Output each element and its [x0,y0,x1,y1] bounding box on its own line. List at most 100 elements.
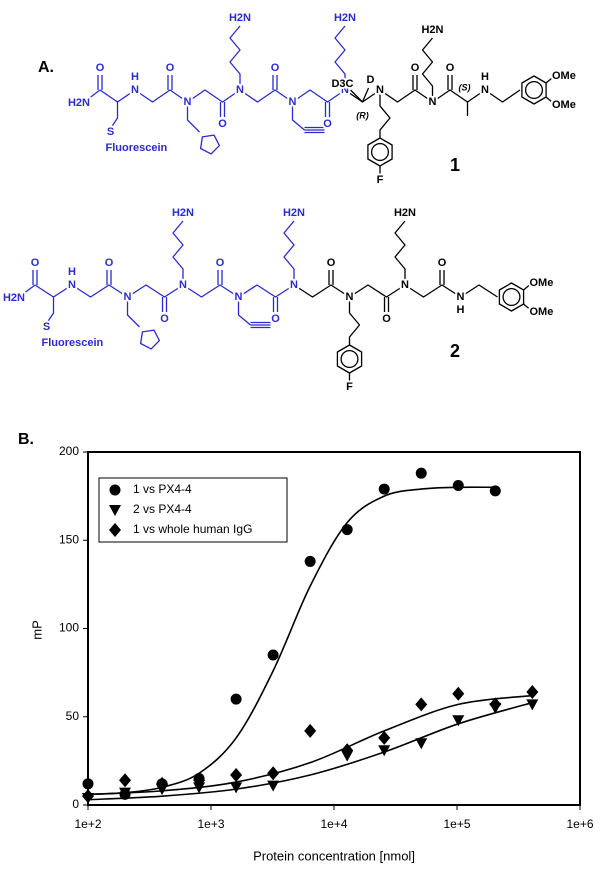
data-point [304,723,317,738]
bond [348,297,361,345]
atom-label: H2N [68,97,90,109]
atom-label: O [31,257,40,269]
x-tick-label: 1e+2 [74,817,101,831]
x-tick-label: 1e+6 [566,817,593,831]
bond [291,102,305,131]
legend-label: 1 vs PX4-4 [133,482,192,496]
ring [502,287,521,307]
atom-label: H [131,71,139,83]
bond [293,284,498,298]
bond [34,284,295,298]
ring [199,134,221,155]
x-axis-label: Protein concentration [nmol] [253,848,415,863]
atom-label: N [236,84,244,96]
data-point [193,773,206,788]
atom-label: H [481,71,489,83]
data-point [489,485,501,497]
data-point [267,766,280,781]
bond [186,102,200,133]
bond [523,303,530,310]
atom-label: N [131,84,139,96]
data-point [526,699,539,711]
atom-label: OMe [552,70,576,82]
data-point [341,524,353,536]
bond [545,77,553,84]
compound-number: 1 [450,155,460,175]
molecule: OH2NHNSFluoresceinONONH2NONONH2NONFONH2N… [1,205,555,395]
atom-label: N [429,96,437,108]
atom-label: H2N [229,12,251,24]
atom-label: O [105,257,114,269]
legend-box [98,477,288,543]
data-point [82,789,94,804]
atom-label: N [341,84,349,96]
data-point [341,743,354,758]
atom-label: O [96,62,105,74]
y-tick-label: 0 [72,797,79,811]
atom-label: D3C [331,78,353,90]
atom-label: H2N [172,207,194,219]
atom-label: H2N [421,24,443,36]
y-tick-label: 50 [66,709,80,723]
atom-label: N [481,84,489,96]
bond [283,220,295,285]
x-tick-label: 1e+5 [443,817,470,831]
data-point [193,782,206,794]
data-point [378,730,391,745]
atom-label: H [68,266,76,278]
bond [523,284,530,291]
data-point [415,467,427,479]
legend-marker [109,484,121,496]
data-point [452,480,464,492]
bond [110,102,119,128]
atom-label: N [401,279,409,291]
data-point [82,778,94,790]
y-tick-label: 150 [59,532,79,546]
atom-label: F [346,381,353,393]
atom-label: F [377,174,384,186]
data-point [452,686,465,701]
x-tick-label: 1e+4 [320,817,347,831]
bond [46,297,55,323]
atom-label: O [411,62,420,74]
atom-label: (R) [356,110,369,120]
atom-label: H2N [394,207,416,219]
data-point [452,715,465,727]
atom-label: N [235,291,243,303]
bond [126,297,140,328]
data-point [415,738,428,750]
bond [87,89,101,100]
ring [340,349,359,369]
compound-number: 2 [450,341,460,361]
data-point [119,773,132,788]
bond [172,220,184,285]
y-axis-label: mP [29,620,44,640]
data-point [378,483,390,495]
bond [237,297,251,326]
fit-line [87,694,533,796]
atom-label: OMe [530,277,554,289]
atom-label: O [271,62,280,74]
atom-label: O [382,313,391,325]
data-point [267,780,280,792]
bond [545,96,553,103]
atom-label: N [290,279,298,291]
bond [334,25,346,90]
atom-label: H2N [3,292,25,304]
y-tick-label: 200 [59,444,79,458]
data-point [415,697,428,712]
bond [350,89,363,103]
panel-label: B. [18,431,34,448]
atom-label: S [107,126,114,138]
bond [421,37,434,102]
ring [139,329,161,350]
data-point [230,693,242,705]
data-point [230,767,243,782]
bond [361,87,370,103]
atom-label: H2N [283,207,305,219]
data-point [526,685,539,700]
data-point [489,697,502,712]
atom-label: Fluorescein [42,337,104,349]
data-point [156,776,169,791]
